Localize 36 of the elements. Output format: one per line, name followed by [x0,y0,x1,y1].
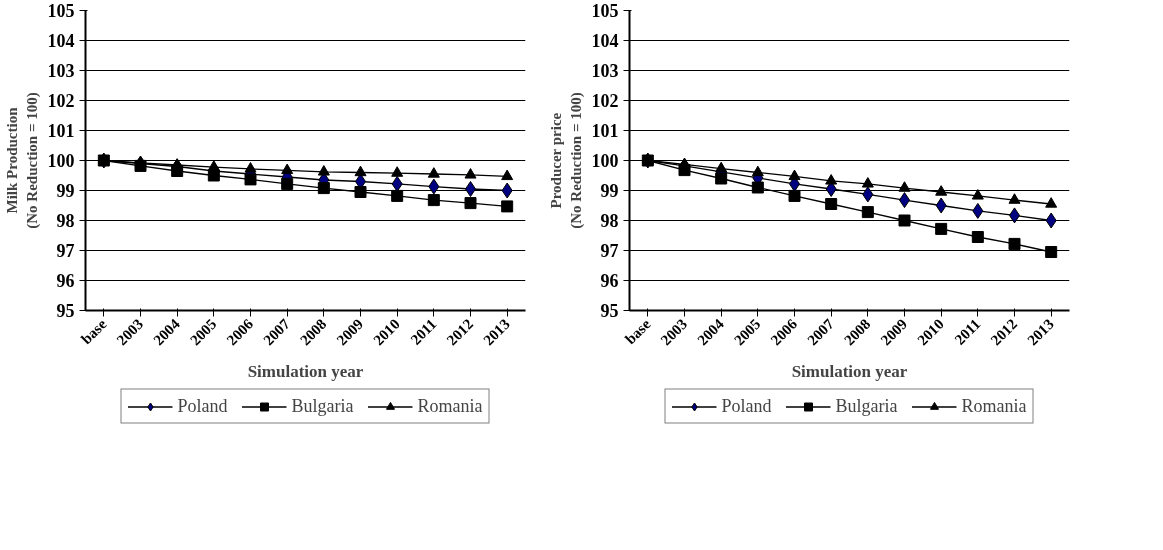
x-tick-label: base [78,315,110,348]
y-tick-label: 99 [56,181,75,201]
y-tick-label: 105 [47,1,75,21]
legend-label: Romania [417,395,483,417]
x-tick-label: 2011 [951,315,984,348]
y-tick-label: 103 [47,61,75,81]
y-tick-label: 101 [591,121,619,141]
y-tick-label: 101 [47,121,75,141]
y-tick-label: 100 [591,151,619,171]
y-axis-title: Producer price (No Reduction = 100) [548,92,585,229]
legend-label: Poland [721,395,772,417]
legend-label: Bulgaria [835,395,898,417]
legend-label: Romania [961,395,1027,417]
legend-label: Bulgaria [291,395,354,417]
y-axis-title: Milk Production (No Reduction = 100) [4,92,41,229]
y-tick-label: 104 [47,31,75,51]
y-tick-label: 95 [600,301,619,321]
x-tick-label: 2011 [407,315,440,348]
x-axis-title: Simulation year [247,362,364,382]
y-tick-label: 98 [600,211,619,231]
legend-label: Poland [177,395,228,417]
y-tick-label: 103 [591,61,619,81]
y-tick-label: 96 [600,271,619,291]
y-tick-label: 100 [47,151,75,171]
y-tick-label: 102 [47,91,75,111]
y-tick-label: 98 [56,211,75,231]
x-tick-label: base [622,315,654,348]
y-tick-label: 97 [56,241,75,261]
x-axis-title: Simulation year [791,362,908,382]
y-tick-label: 99 [600,181,619,201]
y-tick-label: 102 [591,91,619,111]
y-tick-label: 104 [591,31,619,51]
y-tick-label: 97 [600,241,619,261]
y-tick-label: 96 [56,271,75,291]
y-tick-label: 95 [56,301,75,321]
y-tick-label: 105 [591,1,619,21]
